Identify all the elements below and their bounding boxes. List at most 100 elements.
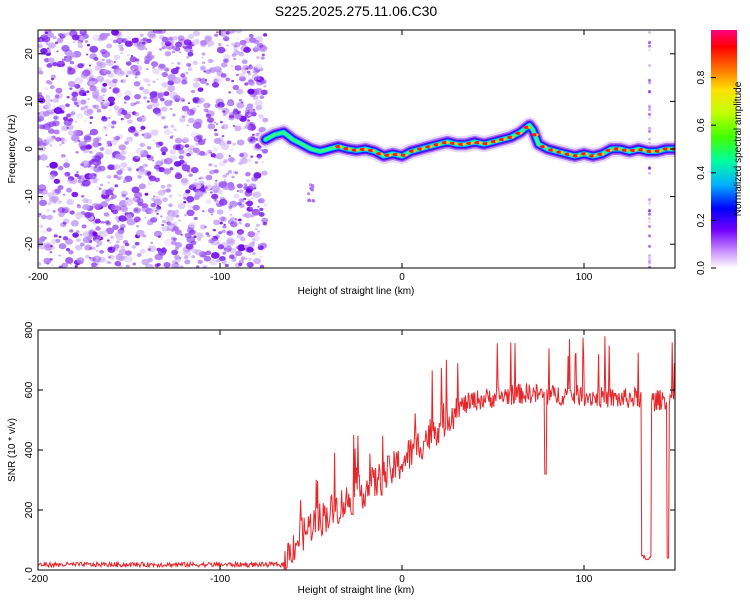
noise-speckle [174, 265, 179, 268]
noise-speckle [49, 161, 58, 169]
noise-speckle [187, 117, 195, 124]
noise-speckle [160, 163, 163, 165]
noise-speckle [112, 78, 118, 84]
noise-speckle [192, 82, 201, 89]
noise-speckle [46, 262, 50, 266]
noise-speckle [648, 137, 652, 141]
noise-speckle [96, 108, 102, 113]
ridge-peak [380, 152, 384, 155]
noise-speckle [58, 265, 63, 268]
noise-speckle [53, 178, 61, 184]
noise-speckle [236, 190, 239, 192]
noise-speckle [138, 197, 142, 200]
noise-speckle [110, 235, 114, 239]
noise-speckle [96, 245, 99, 248]
noise-speckle [255, 104, 263, 111]
noise-speckle [257, 230, 260, 233]
noise-speckle [183, 39, 192, 46]
noise-speckle [141, 203, 149, 209]
noise-speckle [111, 120, 117, 125]
noise-speckle [156, 78, 159, 81]
noise-speckle [93, 165, 102, 173]
noise-speckle [162, 219, 167, 224]
noise-speckle [46, 214, 53, 220]
noise-speckle [81, 224, 87, 229]
noise-speckle [126, 213, 130, 217]
noise-speckle [47, 80, 53, 85]
noise-speckle [232, 205, 235, 207]
noise-speckle [648, 202, 652, 206]
noise-speckle [260, 56, 265, 60]
noise-speckle [96, 265, 99, 268]
noise-speckle [135, 71, 141, 76]
noise-speckle [130, 64, 139, 72]
noise-speckle [161, 223, 165, 227]
noise-speckle [92, 94, 98, 99]
noise-speckle [105, 221, 111, 226]
snr-frame [37, 329, 676, 571]
noise-speckle [193, 77, 200, 83]
noise-speckle [240, 256, 246, 261]
noise-speckle [257, 243, 262, 247]
noise-speckle [254, 99, 263, 107]
noise-speckle [162, 197, 168, 203]
noise-speckle [68, 57, 72, 60]
noise-speckle [40, 197, 43, 200]
noise-speckle [211, 185, 220, 192]
noise-speckle [129, 197, 134, 201]
noise-speckle [79, 233, 83, 236]
noise-speckle [153, 198, 162, 206]
noise-speckle [78, 90, 87, 97]
noise-speckle [121, 107, 125, 110]
noise-speckle [87, 98, 90, 101]
noise-speckle [223, 179, 226, 182]
noise-speckle [184, 144, 190, 148]
noise-speckle [186, 109, 195, 116]
noise-speckle [147, 30, 156, 38]
noise-speckle [200, 39, 208, 46]
noise-speckle [220, 76, 225, 80]
ridge-peak [355, 148, 359, 152]
noise-speckle [115, 108, 122, 114]
noise-speckle [648, 81, 652, 85]
noise-speckle [93, 56, 99, 61]
noise-speckle [223, 247, 227, 250]
noise-speckle [251, 241, 256, 245]
noise-speckle [139, 248, 146, 254]
noise-speckle [123, 69, 131, 76]
noise-speckle [47, 57, 55, 63]
noise-speckle [238, 230, 243, 235]
noise-speckle [199, 77, 208, 85]
noise-speckle [175, 41, 183, 48]
noise-speckle [241, 59, 248, 65]
noise-speckle [215, 179, 218, 182]
noise-speckle [89, 165, 95, 170]
noise-speckle [229, 112, 233, 116]
noise-speckle [154, 216, 159, 220]
noise-speckle [150, 241, 154, 244]
noise-speckle [244, 82, 249, 86]
ridge-peak [486, 142, 490, 145]
noise-speckle [75, 150, 79, 154]
noise-speckle [83, 119, 87, 122]
noise-speckle [221, 143, 230, 151]
ridge-peak [495, 140, 498, 143]
noise-speckle [124, 40, 133, 47]
noise-speckle [81, 69, 91, 77]
noise-speckle [125, 72, 130, 76]
noise-speckle [261, 161, 265, 164]
noise-speckle [196, 134, 203, 140]
noise-speckle [163, 91, 170, 97]
colorbar-tick-label: 0.6 [696, 118, 707, 132]
noise-speckle [213, 219, 221, 226]
noise-speckle [115, 150, 120, 154]
noise-speckle [217, 244, 225, 250]
noise-speckle [82, 198, 89, 204]
ridge-peak [650, 150, 654, 153]
colorbar-gradient [711, 30, 737, 268]
noise-speckle [178, 149, 185, 155]
noise-speckle [149, 54, 155, 59]
noise-speckle [60, 222, 67, 228]
noise-speckle [63, 162, 70, 168]
noise-speckle [251, 252, 256, 256]
